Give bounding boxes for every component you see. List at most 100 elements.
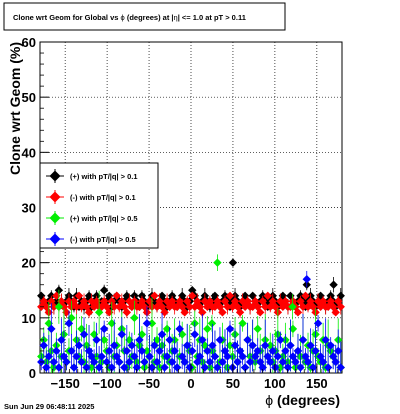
data-point [273,352,283,361]
data-point [84,308,94,317]
data-point [311,346,320,356]
data-point [167,357,177,367]
data-point [99,324,109,334]
data-point [323,363,333,372]
data-point [52,346,61,356]
data-point [261,341,270,350]
data-point [47,324,56,334]
data-point [110,302,119,311]
data-point [64,319,74,328]
data-point [107,297,116,306]
y-tick-label: 0 [29,366,36,381]
data-point [57,297,66,306]
data-point [52,297,61,306]
data-point [162,352,172,361]
data-point [213,258,222,267]
data-point [207,319,217,328]
x-tick-label: −150 [51,376,80,391]
x-axis-text: (degrees) [273,392,340,408]
y-tick-label: 20 [22,256,36,271]
data-point [296,363,305,372]
data-point [140,357,149,367]
title-eta: η [174,13,178,22]
footer-date: Sun Jun 29 06:48:11 2025 [4,402,94,411]
data-point [47,297,56,306]
data-layer [37,254,345,373]
data-point [162,324,172,334]
data-point [130,352,139,361]
data-point [331,357,340,367]
data-point [137,346,147,356]
data-point [238,319,247,328]
data-point [298,302,308,311]
data-point [203,346,212,356]
x-tick-label: −50 [138,376,160,391]
data-point [203,324,212,334]
data-point [210,352,220,361]
legend-marker [49,191,61,203]
data-point [248,341,257,350]
data-point [321,335,330,345]
y-tick-label: 10 [22,311,36,326]
title-phi: ϕ [121,13,125,22]
x-tick-label: 100 [264,376,286,391]
data-point [198,308,207,317]
data-point [225,341,235,350]
data-point [62,357,71,367]
data-point [145,352,154,361]
data-point [105,346,114,356]
title-frame [3,2,286,31]
data-point [64,297,74,306]
legend-marker [49,212,61,224]
data-point [102,302,111,311]
data-point [74,291,84,300]
x-axis-symbol: ϕ [265,392,273,408]
data-point [110,341,119,350]
y-tick-label: 60 [22,35,36,50]
data-point [44,352,54,361]
data-point [89,357,99,367]
legend-label: (-) with pT/|q| > 0.1 [70,193,136,202]
data-point [253,346,262,356]
data-point [313,319,323,328]
data-point [188,286,197,295]
data-point [72,352,81,361]
data-point [331,308,340,317]
data-point [288,324,298,334]
data-point [245,357,255,367]
data-point [183,341,192,350]
data-point [334,346,343,356]
data-point [235,308,245,317]
data-point [185,302,194,311]
data-point [115,357,124,367]
data-point [69,363,79,372]
data-point [52,291,61,300]
data-point [266,357,275,367]
data-point [94,308,104,317]
data-point [223,302,232,311]
y-tick-label: 50 [22,90,36,105]
y-axis-title: Clone wrt Geom (%) [7,42,23,175]
data-point [228,258,238,267]
chart-title: Clone wrt Geom for Global vs ϕ (degrees)… [13,13,246,22]
data-point [74,341,84,350]
legend-label: (+) with pT/|q| > 0.1 [70,172,138,181]
data-point [150,291,159,300]
data-point [185,363,194,372]
legend-marker [49,233,61,245]
title-post: | <= 1.0 at pT > 0.11 [178,13,246,22]
series-4 [37,270,345,373]
data-point [276,335,285,345]
data-point [223,352,232,361]
data-point [122,346,132,356]
title-pre: Clone wrt Geom for Global vs [13,13,121,22]
data-point [89,330,99,339]
legend-label: (-) with pT/|q| > 0.5 [70,235,136,244]
data-point [82,363,91,372]
data-point [225,291,235,300]
data-point [293,346,303,356]
data-point [172,363,182,372]
data-point [208,341,217,350]
x-tick-label: 150 [306,376,328,391]
